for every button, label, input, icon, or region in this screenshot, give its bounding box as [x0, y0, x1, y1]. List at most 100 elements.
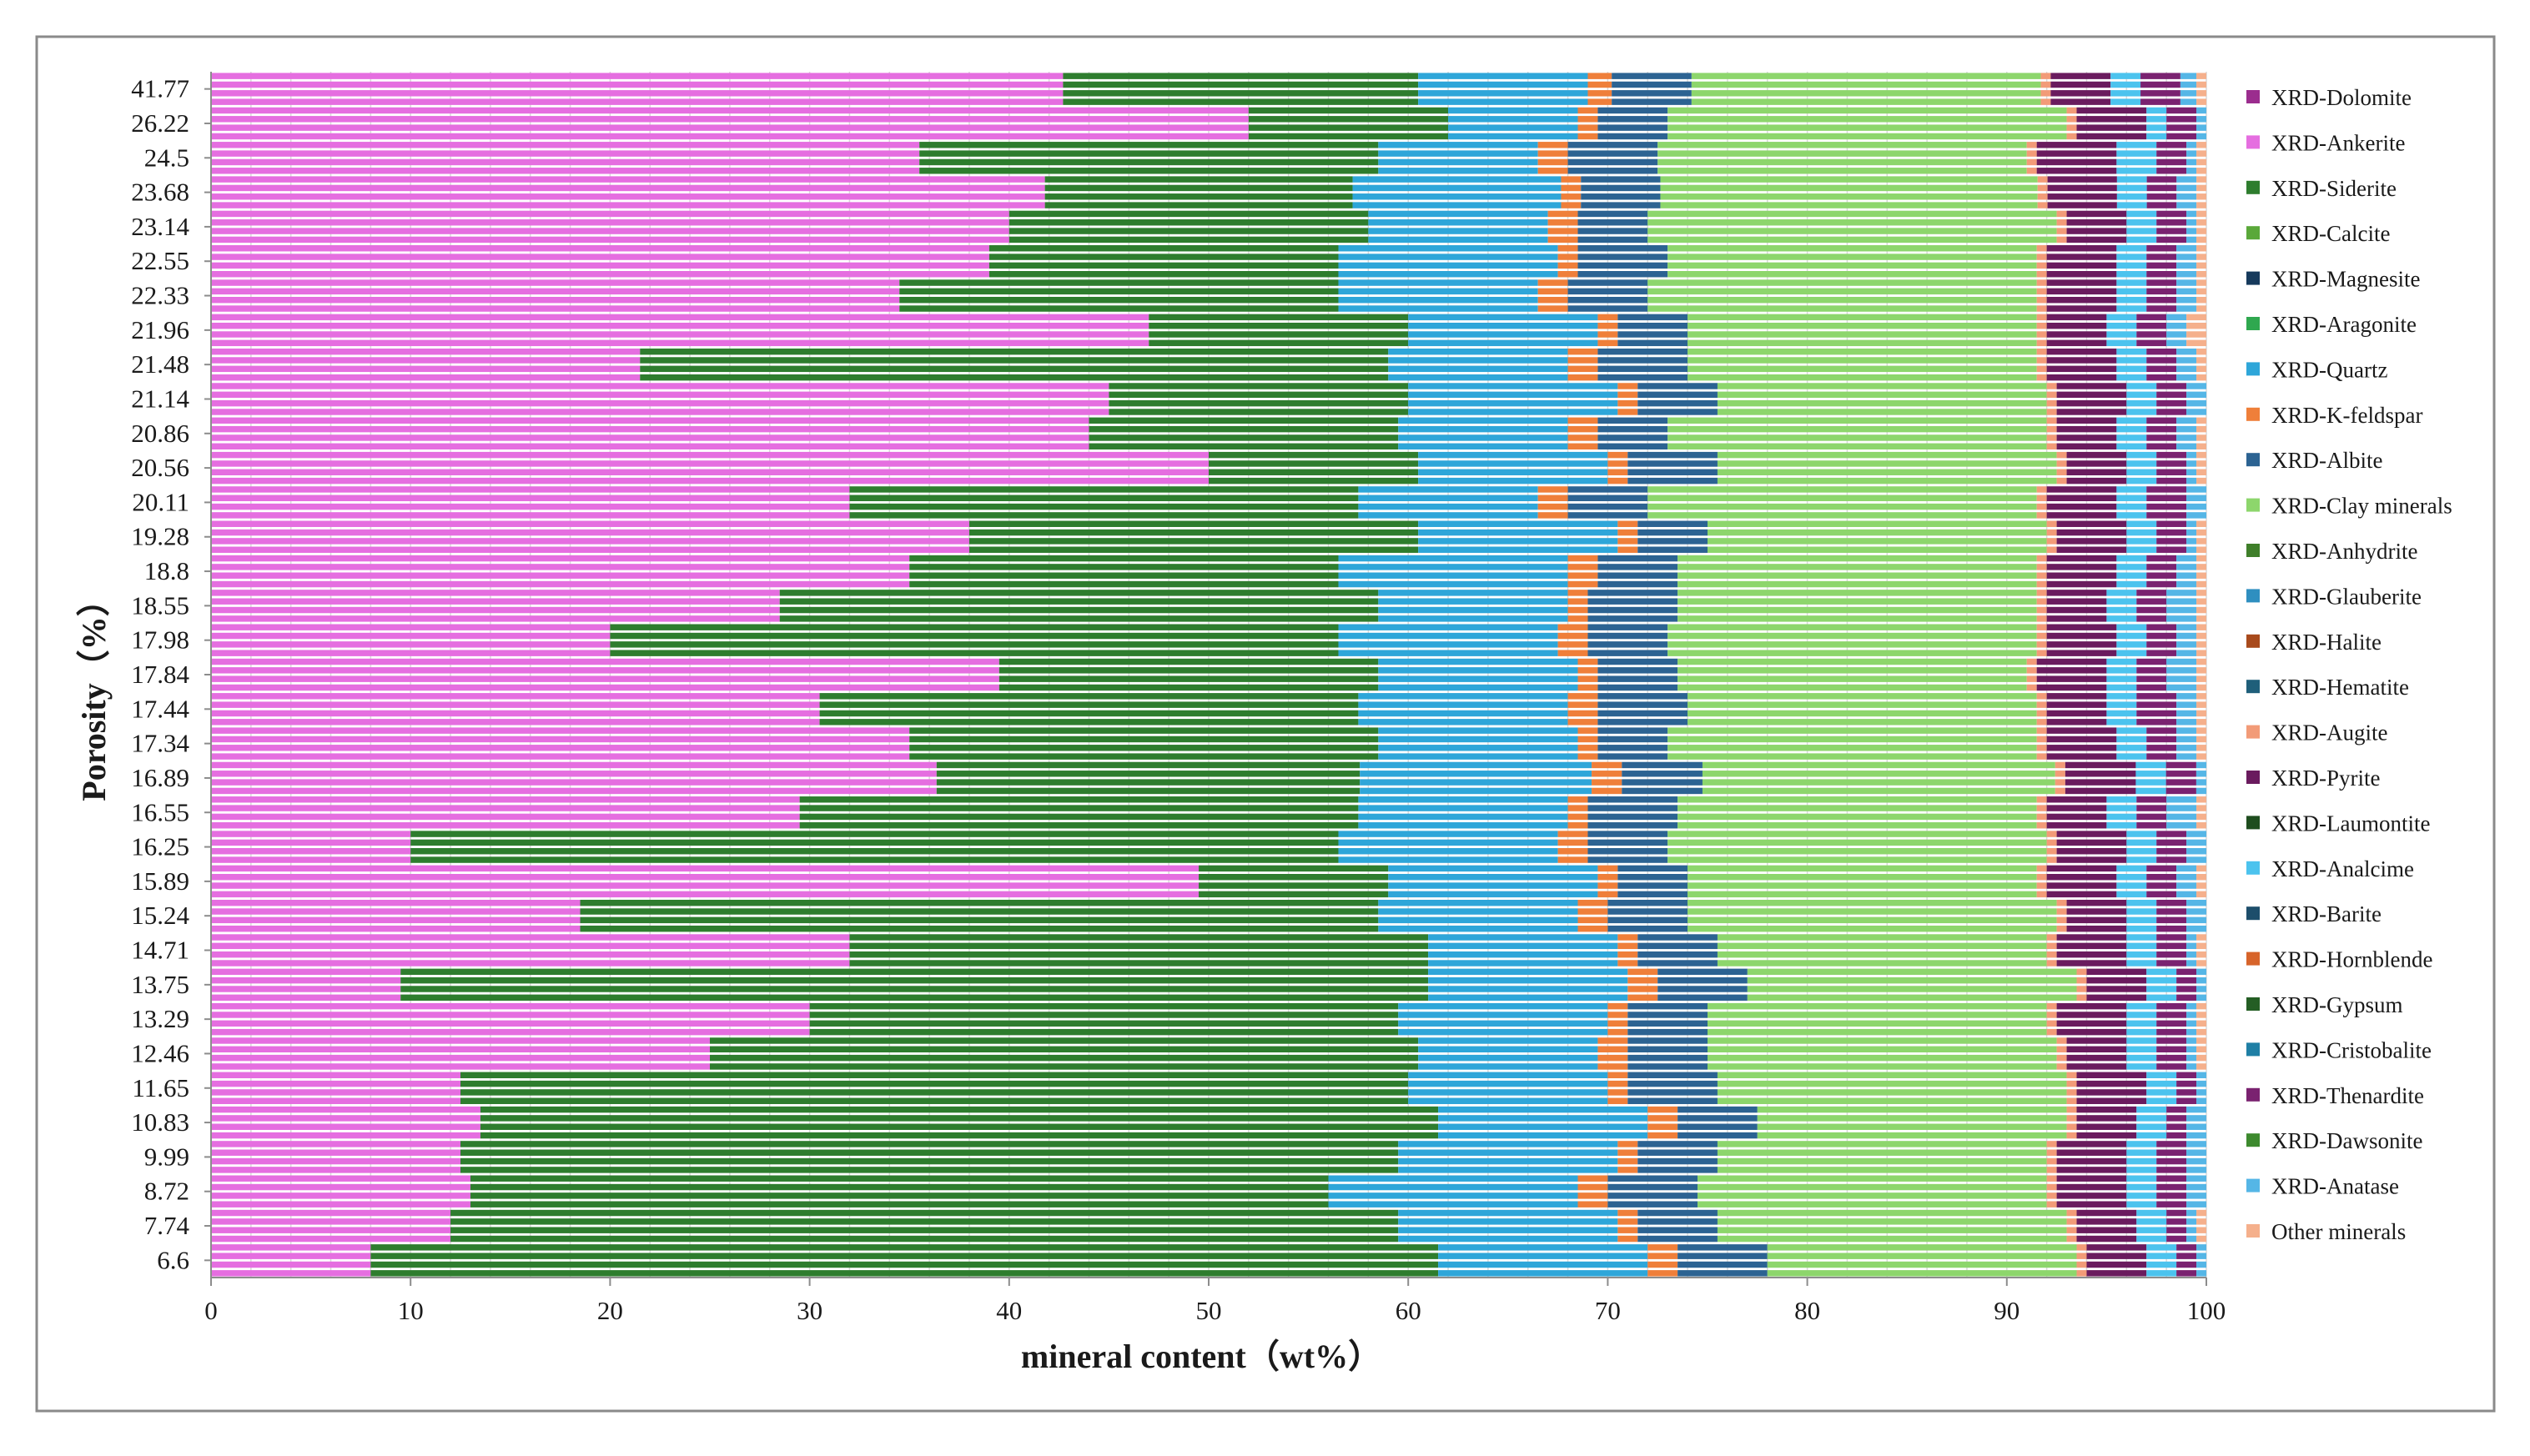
bar-segment — [2196, 813, 2206, 821]
bar-segment — [2176, 986, 2197, 992]
bar-segment — [2176, 968, 2197, 976]
bar-segment — [1378, 615, 1568, 622]
bar-segment — [2196, 529, 2206, 536]
bar-segment — [1647, 1253, 1678, 1259]
bar-segment — [211, 133, 1249, 140]
bar-segment — [2056, 1054, 2067, 1062]
bar-segment — [1408, 1080, 1608, 1087]
bar-segment — [2186, 951, 2197, 958]
bar-segment — [1717, 1080, 2067, 1087]
bar-segment — [1378, 142, 1538, 148]
bar-segment — [2076, 1072, 2147, 1078]
bar-segment — [1597, 322, 1618, 329]
bar-segment — [2066, 133, 2077, 140]
bar-segment — [1378, 606, 1568, 614]
bar-segment — [2056, 1141, 2127, 1147]
bar-segment — [2040, 98, 2051, 105]
bar-segment — [1328, 1201, 1578, 1207]
bar-segment — [2046, 1028, 2057, 1036]
bar-segment — [211, 934, 850, 941]
x-tick-label: 50 — [1196, 1296, 1222, 1325]
bar-segment — [968, 538, 1419, 545]
bar-segment — [2196, 469, 2206, 475]
bar-segment — [909, 564, 1339, 570]
bar-segment — [2106, 805, 2137, 811]
bar-segment — [580, 916, 1379, 924]
bar-segment — [1627, 1054, 1708, 1062]
bar-segment — [1607, 460, 1628, 467]
legend-label: Other minerals — [2271, 1219, 2406, 1244]
bar-segment — [2126, 960, 2157, 966]
bar-segment — [2036, 168, 2117, 174]
bar-segment — [2116, 503, 2147, 510]
bar-segment — [2196, 771, 2206, 777]
bar-segment — [1398, 443, 1568, 450]
bar-segment — [2196, 693, 2206, 700]
bar-segment — [2056, 546, 2127, 553]
bar-segment — [2176, 874, 2197, 881]
bar-segment — [1577, 1192, 1608, 1199]
bar-segment — [2066, 460, 2127, 467]
bar-segment — [211, 254, 989, 260]
bar-segment — [2146, 564, 2177, 570]
bar-segment — [1587, 590, 1678, 596]
bar-segment — [1587, 822, 1678, 829]
bar-segment — [1617, 538, 1638, 545]
bar-segment — [2140, 81, 2180, 88]
bar-segment — [2196, 262, 2206, 269]
bar-segment — [1561, 176, 1582, 183]
bar-segment — [1688, 916, 2057, 924]
bar-segment — [2056, 848, 2127, 855]
bar-segment — [1587, 73, 1612, 79]
bar-segment — [211, 693, 820, 700]
bar-segment — [1622, 779, 1703, 786]
bar-segment — [2046, 650, 2117, 656]
bar-segment — [1338, 624, 1558, 630]
bar-segment — [710, 1046, 1419, 1053]
bar-segment — [2036, 512, 2047, 519]
bar-segment — [211, 942, 850, 950]
bar-segment — [1338, 555, 1568, 562]
bar-segment — [2156, 916, 2187, 924]
bar-segment — [1577, 124, 1598, 131]
bar-segment — [211, 641, 611, 648]
bar-segment — [1627, 469, 1718, 475]
bar-segment — [2186, 960, 2197, 966]
bar-segment — [2136, 322, 2167, 329]
bar-segment — [1627, 1072, 1718, 1078]
legend-label: XRD-Hematite — [2271, 675, 2409, 700]
bar-segment — [2196, 210, 2206, 218]
y-tick-label: 16.55 — [131, 797, 189, 826]
bar-segment — [2186, 1054, 2197, 1062]
bar-segment — [1688, 374, 2037, 381]
bar-segment — [2126, 228, 2157, 234]
bar-segment — [211, 477, 1209, 484]
bar-segment — [1677, 1115, 1758, 1122]
bar-segment — [2106, 667, 2137, 674]
legend-swatch — [2246, 771, 2260, 784]
bar-segment — [1637, 960, 1718, 966]
bar-segment — [1677, 1270, 1768, 1277]
bar-segment — [2166, 805, 2197, 811]
bar-segment — [2196, 1028, 2206, 1036]
bar-segment — [1597, 124, 1668, 131]
bar-segment — [2156, 150, 2187, 157]
bar-segment — [2056, 899, 2067, 906]
bar-segment — [1757, 1115, 2067, 1122]
bar-segment — [1358, 710, 1568, 717]
bar-segment — [2047, 176, 2117, 183]
bar-segment — [1577, 254, 1668, 260]
bar-segment — [2126, 856, 2157, 863]
bar-segment — [2186, 399, 2206, 407]
bar-segment — [460, 1167, 1399, 1173]
bar-segment — [1388, 874, 1598, 881]
bar-segment — [2146, 434, 2177, 441]
bar-segment — [1647, 1270, 1678, 1277]
bar-segment — [2186, 1167, 2206, 1173]
bar-segment — [2166, 796, 2197, 803]
bar-segment — [2126, 1149, 2157, 1156]
bar-segment — [1428, 960, 1618, 966]
bar-segment — [2146, 495, 2187, 501]
bar-segment — [2165, 779, 2196, 786]
bar-segment — [2196, 1253, 2206, 1259]
